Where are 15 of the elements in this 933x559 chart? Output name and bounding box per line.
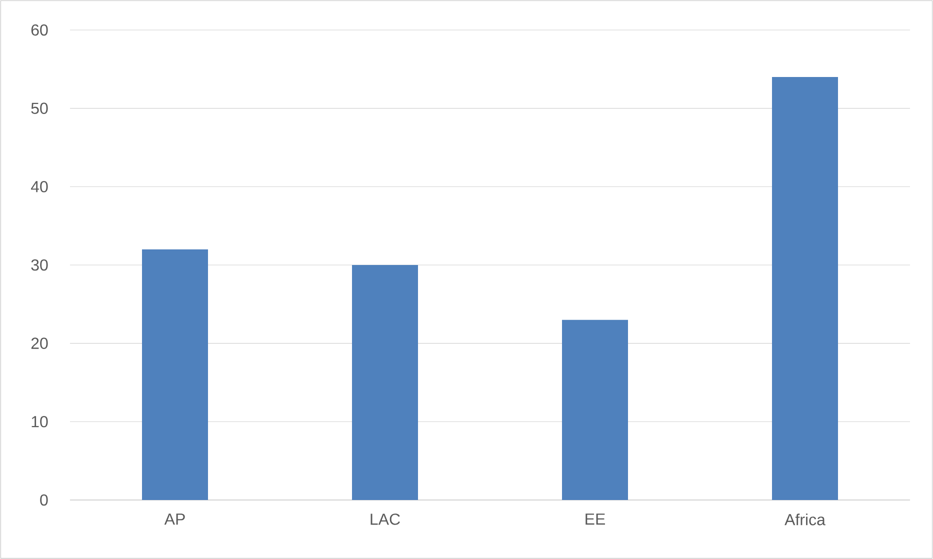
y-tick-label: 40 xyxy=(30,181,48,192)
x-tick-label: AP xyxy=(164,514,185,525)
bar xyxy=(562,320,628,500)
bar xyxy=(142,249,208,500)
y-tick-label: 0 xyxy=(40,494,48,506)
y-tick-label: 20 xyxy=(31,338,48,349)
x-tick-label: Africa xyxy=(784,514,826,526)
y-tick-label: 60 xyxy=(31,24,48,36)
bar xyxy=(772,76,838,500)
bar xyxy=(352,264,418,500)
y-tick-label: 10 xyxy=(32,416,48,428)
x-tick-label: EE xyxy=(586,514,605,525)
x-tick-label: LAC xyxy=(370,514,400,525)
y-tick-label: 30 xyxy=(31,259,48,271)
y-tick-label: 50 xyxy=(31,102,48,114)
